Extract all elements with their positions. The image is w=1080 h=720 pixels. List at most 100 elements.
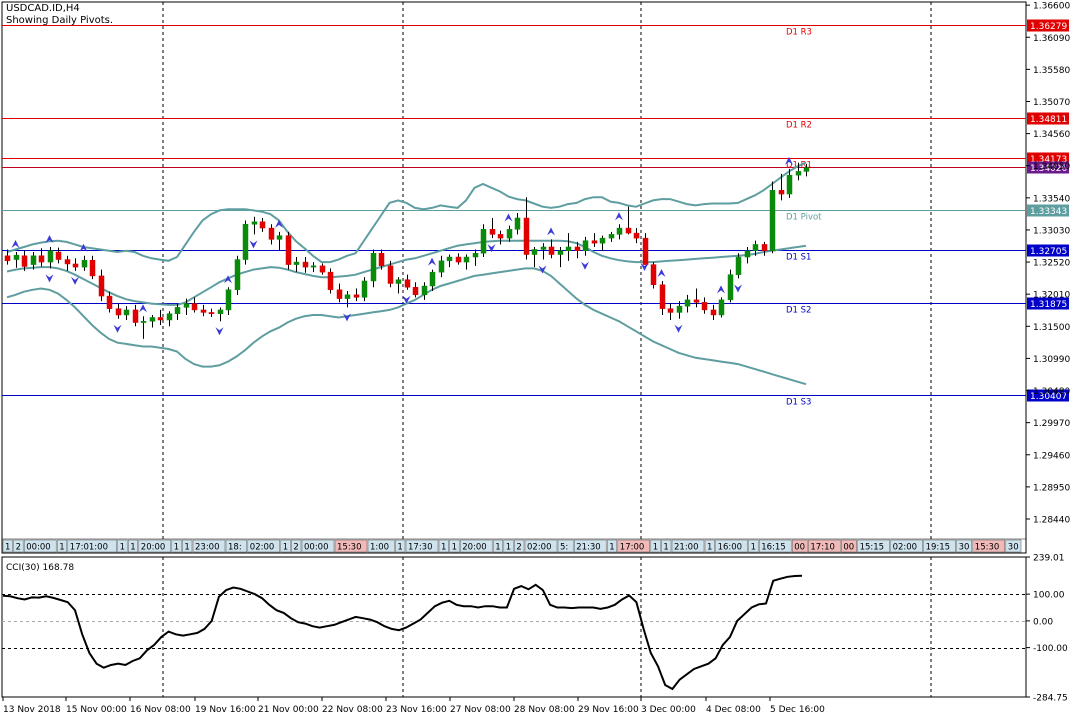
- price-tick-label: 1.32520: [1033, 259, 1070, 269]
- session-tag: [367, 539, 395, 553]
- session-tag-text: 2: [293, 543, 298, 553]
- fractal-down-arrow: [343, 313, 351, 322]
- session-tag: [972, 539, 1006, 553]
- candles: [4, 162, 810, 339]
- candle-body: [480, 229, 487, 254]
- candle-body: [676, 305, 683, 313]
- fractal-down-arrow: [249, 240, 258, 249]
- level-price-tag: [1027, 161, 1069, 174]
- candle-body: [64, 259, 71, 265]
- candle-body: [667, 308, 674, 313]
- candle-body: [795, 171, 802, 176]
- session-tag-text: 1: [397, 543, 402, 553]
- fractal-up-arrow: [717, 285, 725, 294]
- candle-body: [446, 256, 453, 262]
- level-price-tag: [1027, 112, 1069, 125]
- session-tag-text: 15:30: [337, 543, 362, 553]
- cci-tick-label: 100.00: [1033, 591, 1065, 601]
- candle-body: [701, 302, 708, 311]
- candle-body: [38, 255, 45, 263]
- session-tag-text: 17:10: [810, 543, 835, 553]
- level-price-tag-text: 1.31875: [1030, 300, 1067, 310]
- fractal-up-arrow: [275, 219, 283, 228]
- fractal-up-arrow: [785, 156, 793, 165]
- cci-panel-border: [1, 556, 1027, 698]
- cci-panel: CCI(30) 168.78 239.01 100.00 0.00 -100.00 -28…: [2, 554, 1068, 704]
- price-tick-label: 1.36600: [1033, 2, 1070, 12]
- session-tag-text: 1: [130, 543, 135, 553]
- fractal-up-arrow: [428, 257, 436, 266]
- price-tick-label: 1.29460: [1033, 451, 1070, 461]
- session-tag-text: 02:00: [893, 543, 918, 553]
- session-tag: [291, 539, 302, 553]
- candle-body: [259, 221, 266, 229]
- cci-tick-label: -284.75: [1033, 694, 1068, 704]
- session-tag: [557, 539, 574, 553]
- level-label: D1 S1: [786, 253, 811, 263]
- level-price-tag: [1027, 389, 1069, 402]
- session-tag: [247, 539, 281, 553]
- session-tag: [459, 539, 493, 553]
- chart-symbol: USDCAD.ID,H4: [6, 3, 80, 14]
- candle-body: [285, 235, 292, 265]
- session-tag-text: 1: [707, 543, 712, 553]
- price-tick-label: 1.36090: [1033, 34, 1070, 44]
- candle-body: [149, 317, 156, 322]
- candle-body: [47, 250, 54, 263]
- candle-body: [234, 259, 241, 291]
- price-tick-label: 1.29970: [1033, 419, 1070, 429]
- candle-body: [591, 240, 598, 244]
- level-price-tag-text: 1.33343: [1030, 207, 1067, 217]
- candle-body: [200, 309, 207, 313]
- session-tag: [395, 539, 406, 553]
- session-tag: [138, 539, 172, 553]
- fractal-down-arrow: [674, 324, 683, 333]
- candle-body: [727, 274, 734, 301]
- level-price-tag: [1027, 19, 1069, 32]
- candle-body: [370, 253, 377, 282]
- session-tag: [449, 539, 460, 553]
- candle-body: [353, 294, 360, 298]
- candle-body: [412, 287, 419, 296]
- level-price-tag: [1027, 297, 1069, 310]
- candle-body: [438, 260, 445, 273]
- price-tick-label: 1.34050: [1033, 162, 1070, 172]
- fractal-down-arrow: [45, 274, 54, 283]
- candle-body: [13, 254, 20, 260]
- candle-body: [429, 271, 436, 287]
- level-price-tag: [1027, 204, 1069, 217]
- candle-body: [710, 309, 717, 316]
- price-tick-label: 1.35070: [1033, 98, 1070, 108]
- session-tag-text: 1: [184, 543, 189, 553]
- session-tag: [405, 539, 439, 553]
- candle-body: [650, 264, 657, 285]
- session-tag: [171, 539, 182, 553]
- level-price-tag-text: 1.34173: [1030, 155, 1067, 165]
- candle-body: [4, 255, 11, 262]
- session-tag: [438, 539, 449, 553]
- session-tag-text: 15:15: [860, 543, 885, 553]
- session-tag: [2, 539, 13, 553]
- candle-body: [616, 227, 623, 235]
- level-label: D1 R3: [786, 28, 812, 38]
- candle-body: [225, 289, 232, 311]
- candle-body: [693, 299, 700, 303]
- candle-body: [302, 261, 309, 268]
- session-tag-text: 17:01:00: [70, 543, 108, 553]
- time-label: 4 Dec 08:00: [706, 705, 761, 715]
- candle-body: [21, 255, 28, 267]
- fractal-up-arrow: [45, 234, 54, 243]
- time-label: 16 Nov 08:00: [130, 705, 191, 715]
- price-tick-label: 1.28950: [1033, 483, 1070, 493]
- session-tag-text: 20:00: [141, 543, 166, 553]
- session-tag-text: 1: [663, 543, 668, 553]
- price-tick-label: 1.33540: [1033, 194, 1070, 204]
- session-tag: [890, 539, 923, 553]
- session-tag-text: 00:00: [26, 543, 51, 553]
- session-tag-text: 18:: [228, 543, 242, 553]
- candle-body: [132, 309, 139, 323]
- fractal-down-arrow: [734, 284, 742, 293]
- candle-body: [276, 235, 283, 240]
- candle-body: [319, 265, 326, 273]
